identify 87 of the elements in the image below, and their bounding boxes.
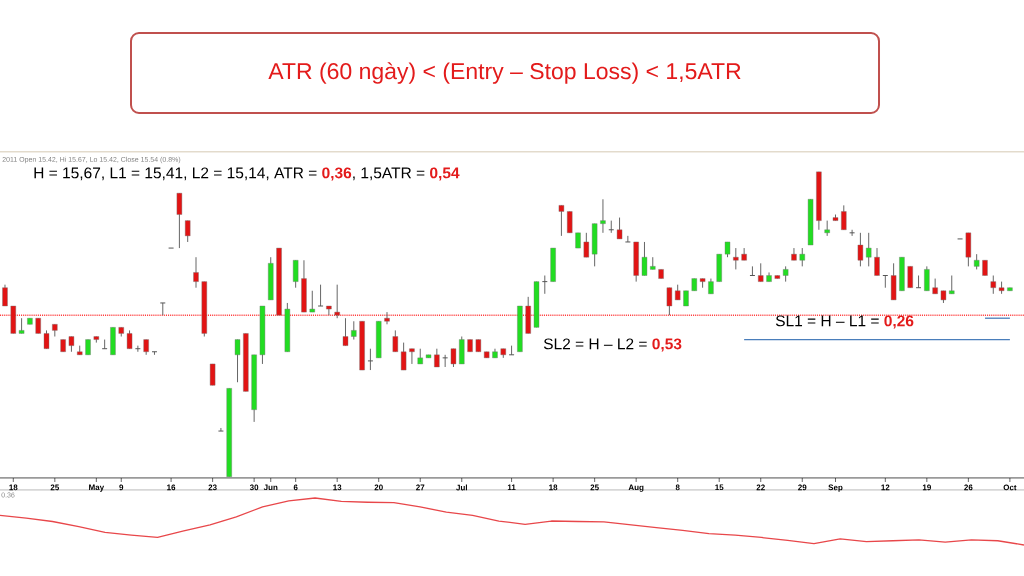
candlestick <box>450 348 457 368</box>
candlestick <box>434 348 440 368</box>
candlestick <box>2 284 8 307</box>
candlestick <box>866 232 872 267</box>
x-tick-label: 9 <box>119 484 124 491</box>
candlestick <box>915 275 922 289</box>
x-tick-label: 6 <box>293 484 298 491</box>
candlestick <box>234 339 241 383</box>
candlestick <box>193 256 199 289</box>
candlestick <box>367 348 374 371</box>
candlestick <box>342 317 349 347</box>
candlestick <box>558 204 565 237</box>
candlestick <box>101 339 108 350</box>
candlestick <box>409 348 415 365</box>
chart-title: ATR (60 ngày) < (Entry – Stop Loss) < 1,5ATR <box>268 62 741 84</box>
x-tick-label: 29 <box>798 484 807 491</box>
candlestick <box>841 204 847 231</box>
candlestick <box>924 265 930 292</box>
candlestick <box>217 427 224 432</box>
candlestick <box>442 354 449 368</box>
candlestick <box>583 232 590 258</box>
x-tick-label: 25 <box>590 484 599 491</box>
candlestick <box>666 287 673 316</box>
x-tick-label: Sep <box>828 484 843 492</box>
x-tick-label: 13 <box>333 484 342 491</box>
annotation: SL2 = H – L2 = 0,53 <box>543 338 682 352</box>
x-tick-label: 30 <box>249 484 259 491</box>
candlestick <box>857 232 864 267</box>
candlestick <box>334 284 340 319</box>
candlestick <box>317 284 324 307</box>
candlestick <box>749 265 756 277</box>
candlestick <box>907 265 913 289</box>
x-tick-label: 16 <box>167 484 176 491</box>
candlestick <box>791 247 797 261</box>
candlestick <box>567 211 573 234</box>
candlestick <box>616 217 623 240</box>
candlestick <box>541 275 548 295</box>
candlestick <box>600 198 606 234</box>
candlestick <box>134 345 141 353</box>
x-tick-label: Oct <box>1003 484 1017 491</box>
candlestick <box>932 278 938 295</box>
x-tick-label: 19 <box>922 484 931 491</box>
candlestick <box>624 235 631 243</box>
candlestick <box>384 311 390 325</box>
x-tick-label: 11 <box>507 484 516 491</box>
x-tick-label: Aug <box>628 484 644 492</box>
candlestick <box>849 229 856 237</box>
x-tick-label: 20 <box>374 484 383 491</box>
candlestick <box>159 302 166 316</box>
x-tick-label: May <box>89 484 105 492</box>
candlestick <box>882 275 889 289</box>
candlestick <box>176 192 183 249</box>
candlestick <box>641 241 648 276</box>
candlestick <box>126 329 133 350</box>
candlestick <box>392 329 399 353</box>
candlestick <box>799 247 805 267</box>
annotation: SL1 = H – L1 = 0,26 <box>775 315 914 329</box>
candlestick <box>292 259 299 289</box>
candlestick <box>151 351 158 356</box>
candlestick <box>43 329 50 350</box>
candlestick <box>209 363 216 386</box>
candlestick <box>741 247 747 261</box>
candlestick <box>733 247 739 270</box>
x-tick-label: Jul <box>456 484 467 491</box>
x-tick-label: 12 <box>881 484 890 491</box>
x-tick-label: 15 <box>715 484 724 491</box>
candlestick <box>508 345 515 356</box>
x-tick-label: 26 <box>964 484 973 491</box>
annotation: H = 15,67, L1 = 15,41, L2 = 15,14, ATR = 0,36, 1,5ATR = 0,54 <box>34 167 460 181</box>
x-tick-label: 8 <box>675 484 680 491</box>
x-tick-label: 27 <box>416 484 425 491</box>
x-tick-label: 18 <box>9 484 18 491</box>
candlestick <box>608 220 615 234</box>
x-tick-label: 22 <box>756 484 765 491</box>
candlestick <box>351 320 357 340</box>
x-tick-label: 25 <box>50 484 60 491</box>
candlestick <box>400 342 407 371</box>
x-tick-label: 23 <box>208 484 217 491</box>
candlestick <box>874 247 880 276</box>
x-tick-label: 18 <box>549 484 558 491</box>
candlestick <box>990 275 996 295</box>
candlestick <box>326 305 332 316</box>
x-tick-label: Jun <box>263 484 278 491</box>
candlestick <box>185 220 191 243</box>
candlestick <box>758 262 764 283</box>
candlestick <box>309 290 315 313</box>
candlestick <box>949 275 955 295</box>
